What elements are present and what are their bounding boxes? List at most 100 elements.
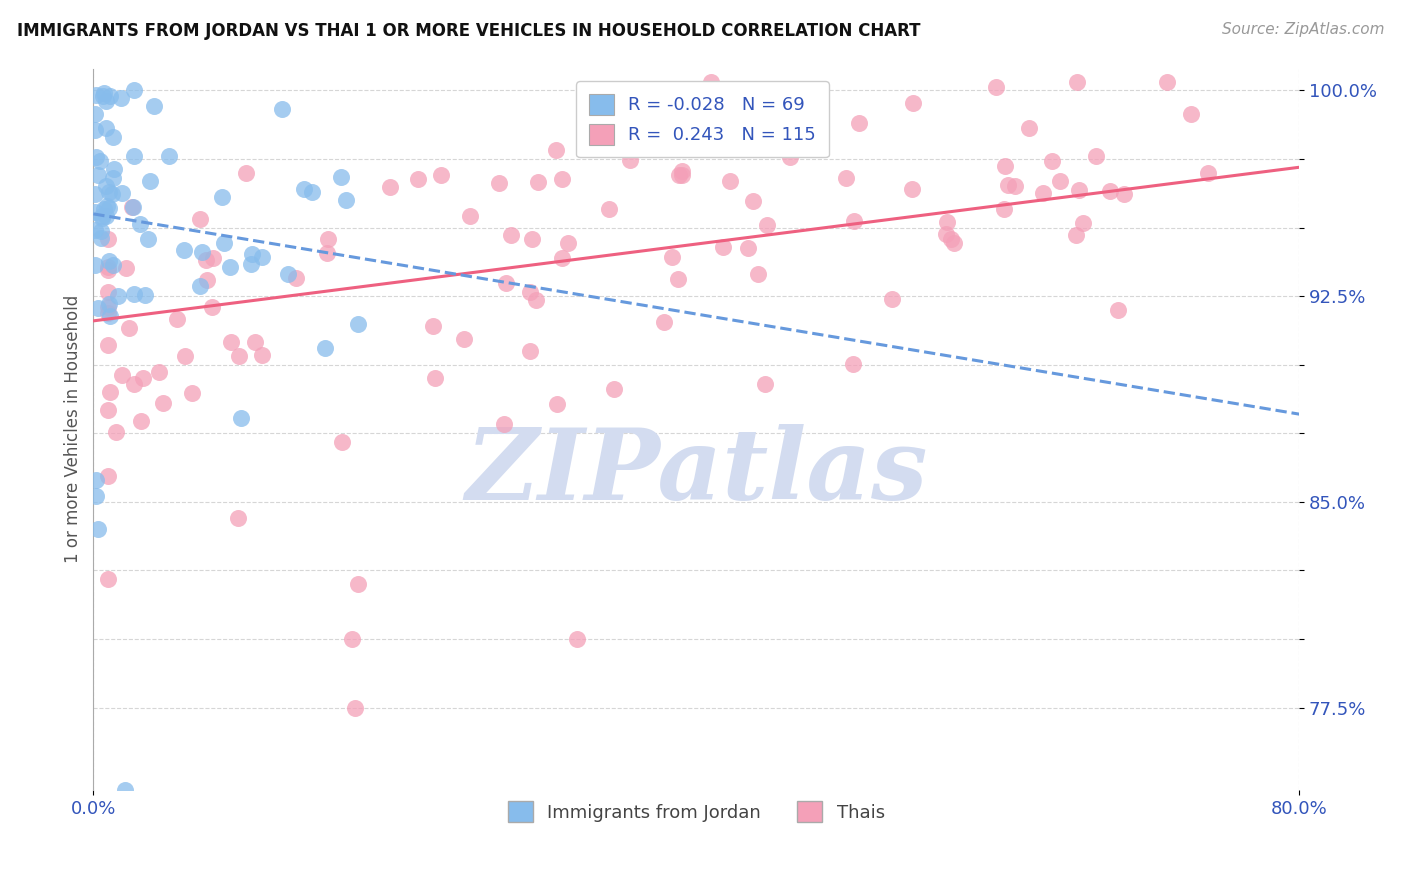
Point xyxy=(984,79,1007,94)
Text: Source: ZipAtlas.com: Source: ZipAtlas.com xyxy=(1222,22,1385,37)
Point xyxy=(546,397,568,411)
Point xyxy=(97,306,120,320)
Point xyxy=(131,371,153,385)
Point xyxy=(1084,149,1107,163)
Point xyxy=(83,205,105,219)
Point xyxy=(84,473,107,487)
Point xyxy=(97,301,120,315)
Point xyxy=(519,285,541,300)
Point xyxy=(671,164,693,178)
Point xyxy=(942,236,965,251)
Point xyxy=(340,632,363,646)
Point xyxy=(136,232,159,246)
Point xyxy=(110,186,132,201)
Point xyxy=(330,435,353,450)
Point xyxy=(422,318,444,333)
Point xyxy=(718,174,741,188)
Point xyxy=(87,522,110,536)
Point xyxy=(1071,216,1094,230)
Point xyxy=(848,115,870,129)
Point xyxy=(94,178,117,193)
Point xyxy=(935,227,957,241)
Point xyxy=(488,176,510,190)
Point xyxy=(134,287,156,301)
Point xyxy=(157,149,180,163)
Point xyxy=(93,86,115,100)
Point xyxy=(346,317,368,331)
Point xyxy=(122,83,145,97)
Point xyxy=(936,214,959,228)
Point xyxy=(520,232,543,246)
Point xyxy=(83,186,105,201)
Point xyxy=(640,132,662,146)
Point xyxy=(191,244,214,259)
Point xyxy=(551,172,574,186)
Point xyxy=(98,385,121,400)
Point xyxy=(235,166,257,180)
Point xyxy=(98,89,121,103)
Point xyxy=(83,107,105,121)
Point xyxy=(90,224,112,238)
Point xyxy=(173,244,195,258)
Point xyxy=(993,202,1015,217)
Point xyxy=(347,577,370,591)
Point xyxy=(1004,179,1026,194)
Point xyxy=(499,227,522,242)
Point xyxy=(519,343,541,358)
Point xyxy=(93,89,115,103)
Point xyxy=(835,170,858,185)
Point xyxy=(98,201,121,215)
Point xyxy=(429,168,451,182)
Point xyxy=(1040,153,1063,168)
Point xyxy=(97,254,120,268)
Point xyxy=(190,279,212,293)
Point xyxy=(105,425,128,440)
Point xyxy=(314,341,336,355)
Point xyxy=(97,262,120,277)
Point xyxy=(301,186,323,200)
Point xyxy=(842,357,865,371)
Point xyxy=(103,129,125,144)
Point xyxy=(86,301,108,316)
Point xyxy=(87,169,110,183)
Point xyxy=(1099,184,1122,198)
Point xyxy=(97,403,120,417)
Point xyxy=(174,349,197,363)
Point xyxy=(97,285,120,299)
Point xyxy=(318,232,340,246)
Point xyxy=(1197,166,1219,180)
Point xyxy=(111,368,134,382)
Point xyxy=(250,348,273,362)
Point xyxy=(239,257,262,271)
Point xyxy=(89,153,111,168)
Text: IMMIGRANTS FROM JORDAN VS THAI 1 OR MORE VEHICLES IN HOUSEHOLD CORRELATION CHART: IMMIGRANTS FROM JORDAN VS THAI 1 OR MORE… xyxy=(17,22,921,40)
Point xyxy=(1066,75,1088,89)
Point xyxy=(122,149,145,163)
Point xyxy=(565,632,588,646)
Point xyxy=(83,123,105,137)
Point xyxy=(226,510,249,524)
Point xyxy=(330,169,353,184)
Point xyxy=(1112,187,1135,202)
Point xyxy=(882,292,904,306)
Point xyxy=(97,468,120,483)
Point xyxy=(527,175,550,189)
Point xyxy=(737,241,759,255)
Legend: Immigrants from Jordan, Thais: Immigrants from Jordan, Thais xyxy=(495,789,897,835)
Point xyxy=(190,212,212,227)
Point xyxy=(229,411,252,425)
Point xyxy=(83,223,105,237)
Point xyxy=(103,162,125,177)
Point xyxy=(121,200,143,214)
Point xyxy=(97,337,120,351)
Point xyxy=(201,301,224,315)
Point xyxy=(1067,183,1090,197)
Point xyxy=(94,120,117,135)
Point xyxy=(84,87,107,102)
Point xyxy=(211,189,233,203)
Point xyxy=(240,246,263,260)
Point xyxy=(1156,75,1178,89)
Point xyxy=(90,230,112,244)
Point xyxy=(494,417,516,432)
Point xyxy=(107,289,129,303)
